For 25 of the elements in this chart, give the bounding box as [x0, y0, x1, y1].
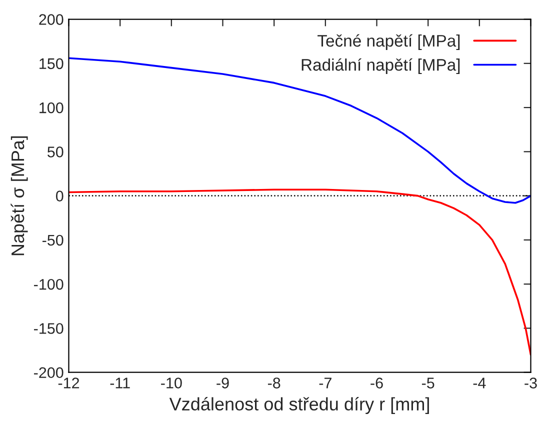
x-tick-label: -11 — [110, 378, 130, 388]
x-tick-label: -12 — [58, 378, 80, 388]
x-tick-label: -7 — [319, 378, 332, 388]
x-axis-title: Vzdálenost od středu díry r [mm] — [169, 397, 429, 414]
legend-label: Radiální napětí [MPa] — [302, 58, 460, 74]
y-tick-label: 50 — [48, 146, 64, 158]
x-tick-label: -10 — [161, 378, 182, 388]
legend-label: Tečné napětí [MPa] — [318, 34, 460, 50]
y-tick-label: -100 — [34, 278, 64, 290]
x-tick-label: -3 — [524, 378, 537, 388]
y-tick-label: 0 — [56, 190, 64, 202]
x-tick-label: -9 — [216, 378, 229, 388]
x-tick-label: -8 — [268, 378, 280, 388]
y-tick-label: 150 — [40, 58, 64, 70]
y-tick-label: -50 — [42, 234, 64, 246]
line-series — [68, 188, 531, 356]
line-series — [68, 57, 531, 204]
y-tick-label: -200 — [34, 367, 64, 378]
x-tick-label: -5 — [422, 378, 434, 388]
y-tick-label: 100 — [40, 102, 64, 114]
y-axis-title: Napětí σ [MPa] — [10, 136, 28, 256]
y-tick-label: 200 — [39, 14, 64, 25]
y-tick-label: -150 — [34, 323, 64, 334]
x-tick-label: -4 — [473, 378, 486, 388]
x-tick-label: -6 — [370, 378, 383, 388]
